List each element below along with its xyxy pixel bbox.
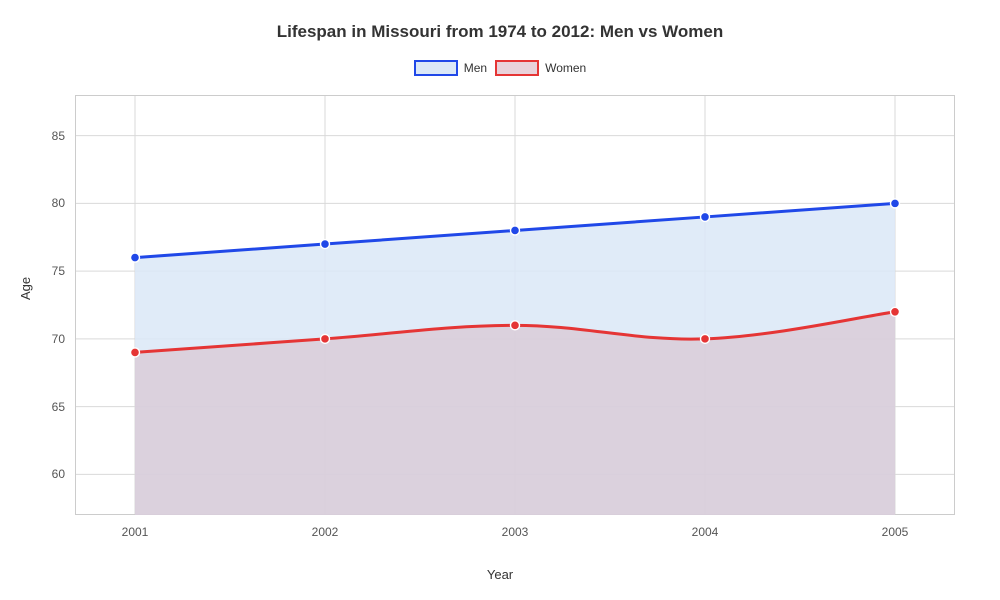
x-tick-label: 2004	[692, 515, 719, 539]
x-tick-label: 2002	[312, 515, 339, 539]
x-tick-label: 2001	[122, 515, 149, 539]
legend-item-men: Men	[414, 60, 487, 76]
x-axis-label: Year	[0, 567, 1000, 582]
legend-label-men: Men	[464, 61, 487, 75]
x-tick-label: 2003	[502, 515, 529, 539]
y-axis-label: Age	[18, 277, 33, 300]
data-svg	[75, 95, 375, 245]
legend-item-women: Women	[495, 60, 586, 76]
y-tick-label: 70	[52, 332, 75, 346]
legend-swatch-women	[495, 60, 539, 76]
y-tick-label: 65	[52, 400, 75, 414]
legend: Men Women	[0, 60, 1000, 76]
x-tick-label: 2005	[882, 515, 909, 539]
y-tick-label: 80	[52, 196, 75, 210]
plot-area: 60657075808520012002200320042005	[75, 95, 955, 515]
y-tick-label: 85	[52, 129, 75, 143]
y-tick-label: 60	[52, 467, 75, 481]
y-tick-label: 75	[52, 264, 75, 278]
chart-title: Lifespan in Missouri from 1974 to 2012: …	[0, 0, 1000, 42]
chart-container: Lifespan in Missouri from 1974 to 2012: …	[0, 0, 1000, 600]
legend-label-women: Women	[545, 61, 586, 75]
legend-swatch-men	[414, 60, 458, 76]
